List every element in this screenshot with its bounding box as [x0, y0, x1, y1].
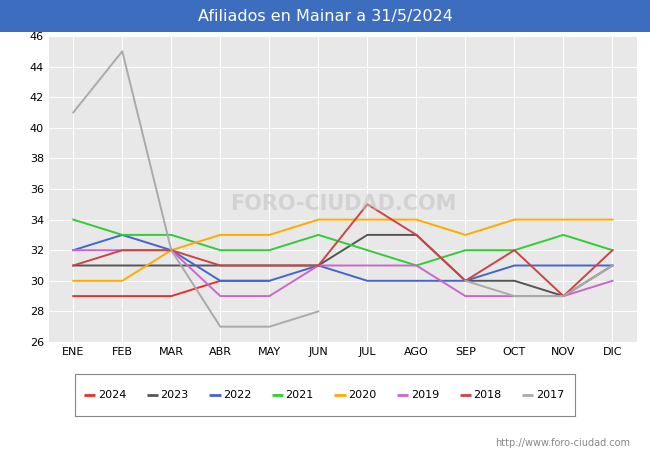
Text: 2022: 2022 [223, 390, 252, 400]
Text: 2019: 2019 [411, 390, 439, 400]
Text: 2018: 2018 [473, 390, 502, 400]
Text: 2024: 2024 [98, 390, 126, 400]
Text: http://www.foro-ciudad.com: http://www.foro-ciudad.com [495, 438, 630, 448]
Text: 2017: 2017 [536, 390, 564, 400]
Text: 2023: 2023 [161, 390, 188, 400]
Text: FORO-CIUDAD.COM: FORO-CIUDAD.COM [229, 194, 456, 214]
Text: 2021: 2021 [285, 390, 314, 400]
Text: Afiliados en Mainar a 31/5/2024: Afiliados en Mainar a 31/5/2024 [198, 9, 452, 24]
Text: 2020: 2020 [348, 390, 376, 400]
